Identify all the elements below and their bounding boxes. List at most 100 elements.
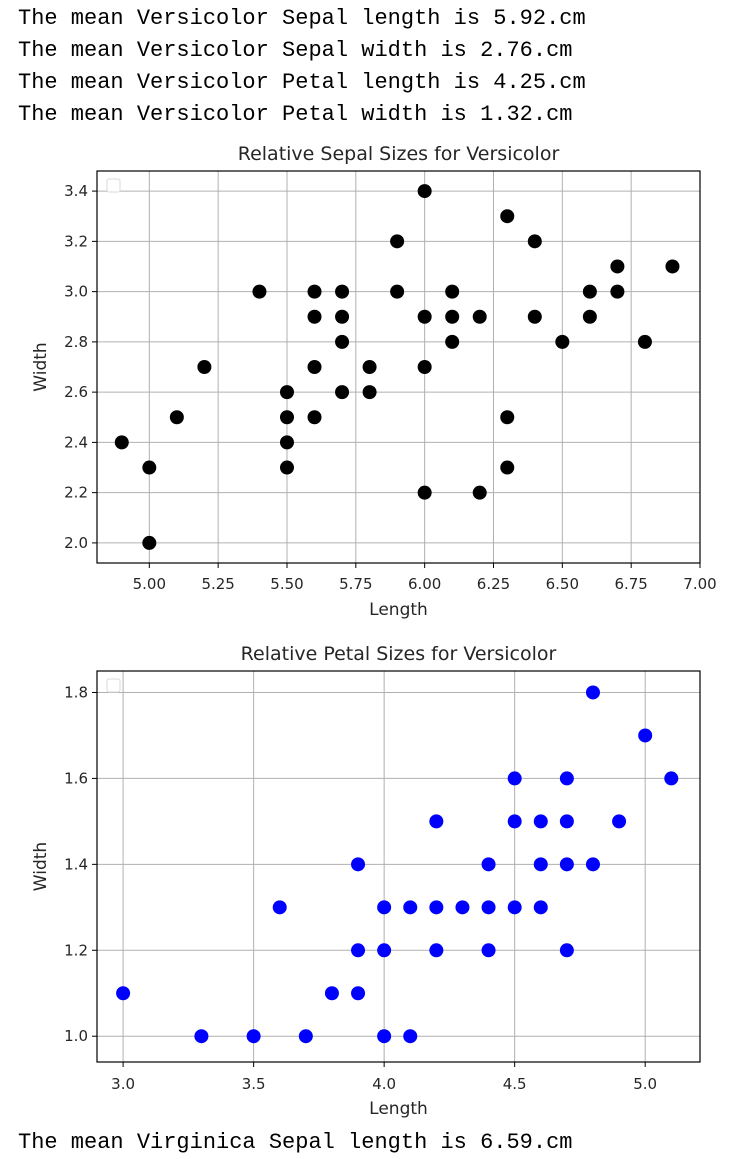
data-point: [585, 685, 600, 700]
x-tick-label: 5.00: [133, 575, 166, 593]
y-tick-label: 3.2: [64, 232, 88, 250]
legend-box: [106, 178, 121, 193]
data-point: [335, 385, 350, 400]
data-point: [445, 309, 460, 324]
data-point: [335, 309, 350, 324]
data-point: [279, 435, 294, 450]
data-point: [307, 309, 322, 324]
data-point: [507, 900, 522, 915]
data-point: [377, 900, 392, 915]
data-point: [403, 900, 418, 915]
data-point: [429, 900, 444, 915]
y-tick-label: 1.4: [64, 855, 88, 873]
data-point: [507, 771, 522, 786]
y-axis-label: Width: [31, 842, 51, 891]
data-point: [377, 1029, 392, 1044]
sepal-scatter-chart: Relative Sepal Sizes for Versicolor 5.00 5…: [31, 143, 717, 620]
chart-title: Relative Sepal Sizes for Versicolor: [238, 143, 560, 165]
data-point: [272, 900, 287, 915]
data-point: [559, 771, 574, 786]
y-tick-label: 1.8: [64, 683, 88, 701]
data-point: [335, 284, 350, 299]
output-line-petal-width: The mean Versicolor Petal width is 1.32.…: [18, 102, 573, 127]
x-tick-label: 5.75: [339, 575, 372, 593]
data-point: [445, 334, 460, 349]
data-point: [351, 857, 366, 872]
data-point: [582, 284, 597, 299]
data-point: [585, 857, 600, 872]
data-point: [116, 986, 131, 1001]
x-tick-label: 4.5: [503, 1075, 527, 1093]
x-tick-label: 5.25: [201, 575, 234, 593]
data-point: [533, 814, 548, 829]
data-point: [252, 284, 267, 299]
data-point: [559, 943, 574, 958]
data-point: [246, 1029, 261, 1044]
data-point: [417, 485, 432, 500]
x-tick-label: 3.5: [242, 1075, 266, 1093]
plot-frame: [96, 170, 701, 564]
y-tick-label: 2.0: [64, 534, 88, 552]
data-point: [335, 334, 350, 349]
x-axis-label: Length: [369, 1099, 428, 1119]
data-point: [555, 334, 570, 349]
data-point: [533, 900, 548, 915]
y-axis-label: Width: [31, 342, 51, 391]
data-point: [169, 410, 184, 425]
data-point: [445, 284, 460, 299]
data-point: [417, 360, 432, 374]
data-point: [527, 234, 542, 249]
data-point: [390, 284, 405, 299]
y-tick-label: 2.2: [64, 484, 88, 502]
output-line-sepal-width: The mean Versicolor Sepal width is 2.76.…: [18, 38, 573, 63]
data-point: [362, 385, 377, 400]
y-tick-label: 2.6: [64, 383, 88, 401]
data-point: [429, 943, 444, 958]
data-point: [665, 259, 680, 274]
data-point: [307, 410, 322, 425]
data-point: [455, 900, 470, 915]
x-tick-label: 3.0: [111, 1075, 135, 1093]
y-tick-label: 2.8: [64, 333, 88, 351]
data-point: [307, 284, 322, 299]
data-point: [403, 1029, 418, 1044]
data-point: [533, 857, 548, 872]
data-point: [612, 814, 627, 829]
data-point: [351, 943, 366, 958]
data-point: [610, 259, 625, 274]
x-tick-label: 4.0: [372, 1075, 396, 1093]
x-tick-label: 6.25: [477, 575, 510, 593]
x-tick-label: 6.75: [614, 575, 647, 593]
y-tick-label: 3.0: [64, 283, 88, 301]
data-point: [610, 284, 625, 299]
data-point: [638, 728, 653, 743]
output-line-virginica-sepal-length: The mean Virginica Sepal length is 6.59.…: [18, 1130, 573, 1155]
data-point: [377, 943, 392, 958]
data-point: [142, 535, 157, 550]
output-line-petal-length: The mean Versicolor Petal length is 4.25…: [18, 70, 586, 95]
data-point: [194, 1029, 209, 1044]
data-point: [114, 435, 129, 450]
data-point: [142, 460, 157, 475]
chart-title: Relative Petal Sizes for Versicolor: [241, 643, 557, 665]
x-tick-label: 6.00: [408, 575, 441, 593]
legend-box: [106, 678, 121, 693]
data-point: [279, 460, 294, 475]
y-tick-label: 2.4: [64, 433, 88, 451]
x-tick-label: 7.00: [683, 575, 716, 593]
data-point: [197, 360, 212, 374]
x-tick-label: 6.50: [546, 575, 579, 593]
data-point: [481, 943, 496, 958]
data-point: [481, 900, 496, 915]
y-tick-label: 1.0: [64, 1027, 88, 1045]
output-line-sepal-length: The mean Versicolor Sepal length is 5.92…: [18, 6, 586, 31]
x-tick-label: 5.50: [270, 575, 303, 593]
petal-scatter-chart: Relative Petal Sizes for Versicolor 3.0 3.…: [31, 643, 701, 1119]
plot-frame: [96, 670, 701, 1063]
x-tick-label: 5.0: [633, 1075, 657, 1093]
data-point: [582, 309, 597, 324]
x-axis-label: Length: [369, 600, 428, 620]
data-point: [351, 986, 366, 1001]
data-point: [362, 360, 377, 374]
data-point: [472, 485, 487, 500]
